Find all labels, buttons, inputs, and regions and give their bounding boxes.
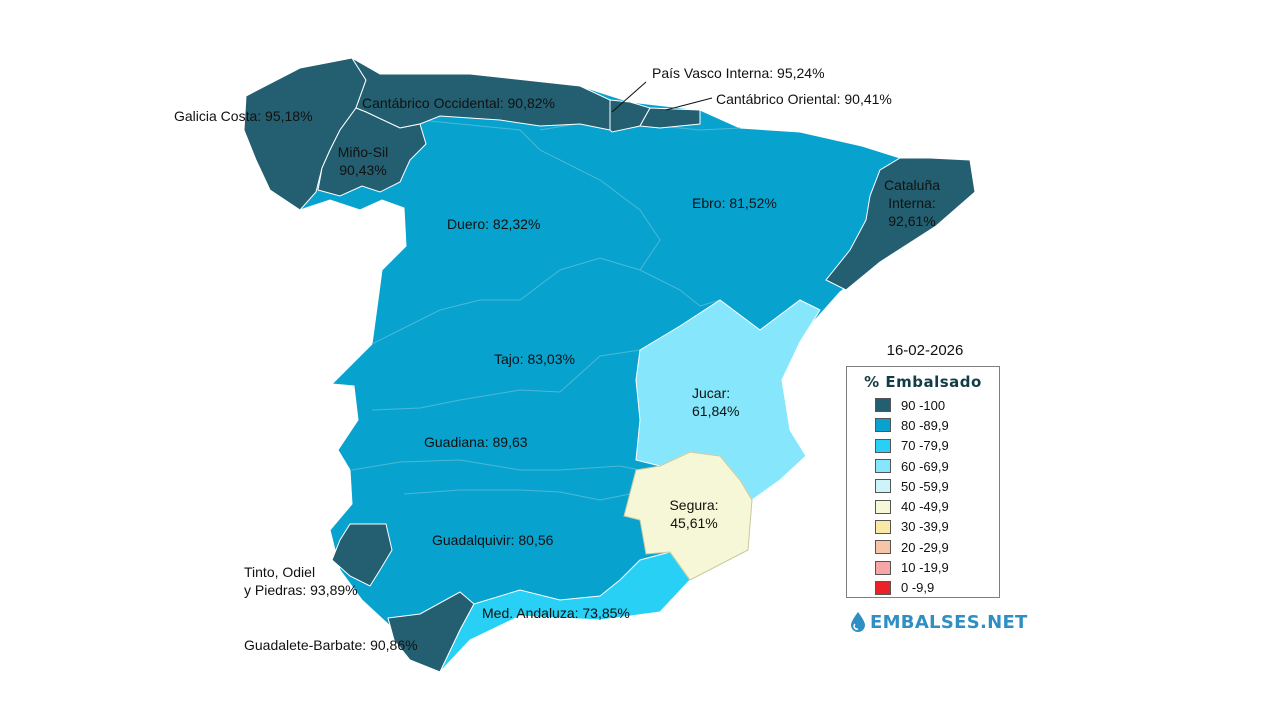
legend-item: 50 -59,9 — [875, 476, 999, 496]
label-segura: Segura: 45,61% — [662, 496, 726, 532]
legend-item: 70 -79,9 — [875, 436, 999, 456]
legend-item: 30 -39,9 — [875, 517, 999, 537]
basin-cantabrico-oriental — [639, 107, 701, 129]
legend-swatch — [875, 459, 891, 474]
legend-swatch — [875, 580, 891, 595]
label-med-andaluza: Med. Andaluza: 73,85% — [482, 605, 630, 621]
basin-mino-sil — [317, 107, 427, 197]
legend-label: 70 -79,9 — [901, 438, 949, 454]
legend-swatch — [875, 560, 891, 575]
label-cataluna-interna: Cataluña Interna: 92,61% — [868, 176, 956, 230]
label-ebro: Ebro: 81,52% — [692, 195, 777, 211]
label-cantabrico-occidental: Cantábrico Occidental: 90,82% — [362, 95, 555, 111]
legend-swatch — [875, 418, 891, 433]
label-guadalete-barbate: Guadalete-Barbate: 90,86% — [244, 637, 418, 653]
legend-label: 40 -49,9 — [901, 499, 949, 515]
tinto-line-2: y Piedras: 93,89% — [244, 582, 358, 598]
jucar-value: 61,84% — [692, 403, 740, 419]
tinto-line-1: Tinto, Odiel — [244, 564, 316, 580]
legend: % Embalsado 90 -100 80 -89,9 70 -79,9 60 -6… — [846, 366, 1000, 598]
legend-swatch — [875, 519, 891, 534]
map-date: 16-02-2026 — [886, 342, 964, 359]
legend-swatch — [875, 438, 891, 453]
label-duero: Duero: 82,32% — [447, 216, 541, 232]
legend-swatch — [875, 540, 891, 555]
cataluna-name-1: Cataluña — [883, 177, 941, 193]
label-guadalquivir: Guadalquivir: 80,56 — [432, 532, 554, 548]
leader-lines — [611, 81, 713, 113]
legend-swatch — [875, 499, 891, 514]
label-pais-vasco-interna: País Vasco Interna: 95,24% — [652, 65, 825, 81]
legend-label: 10 -19,9 — [901, 560, 949, 576]
legend-label: 20 -29,9 — [901, 539, 949, 555]
basin-jucar — [635, 299, 821, 501]
mino-sil-value: 90,43% — [339, 162, 387, 178]
basin-cataluna-interna — [825, 157, 976, 291]
cataluna-value: 92,61% — [888, 213, 936, 229]
label-jucar: Jucar: 61,84% — [692, 384, 739, 420]
brand-logo: EMBALSES.NET — [850, 608, 1028, 636]
basin-tinto-odiel-piedras — [331, 523, 393, 587]
jucar-name: Jucar: — [692, 385, 731, 401]
legend-item: 80 -89,9 — [875, 415, 999, 435]
segura-name: Segura: — [669, 497, 719, 513]
cataluna-name-2: Interna: — [888, 195, 936, 211]
legend-swatch — [875, 479, 891, 494]
brand-name: EMBALSES.NET — [870, 611, 1028, 633]
legend-label: 30 -39,9 — [901, 519, 949, 535]
legend-item: 10 -19,9 — [875, 557, 999, 577]
legend-title: % Embalsado — [864, 373, 982, 391]
legend-label: 90 -100 — [901, 397, 946, 413]
legend-label: 50 -59,9 — [901, 478, 949, 494]
legend-item: 20 -29,9 — [875, 537, 999, 557]
mino-sil-name: Miño-Sil — [337, 144, 389, 160]
legend-swatch — [875, 398, 891, 413]
label-tinto-odiel-piedras: Tinto, Odiel y Piedras: 93,89% — [244, 563, 358, 599]
legend-label: 0 -9,9 — [901, 580, 935, 596]
segura-value: 45,61% — [670, 515, 718, 531]
legend-item: 90 -100 — [875, 395, 999, 415]
legend-item: 0 -9,9 — [875, 578, 999, 598]
label-guadiana: Guadiana: 89,63 — [424, 434, 528, 450]
label-tajo: Tajo: 83,03% — [494, 351, 575, 367]
legend-label: 60 -69,9 — [901, 458, 949, 474]
label-cantabrico-oriental: Cantábrico Oriental: 90,41% — [716, 91, 892, 107]
legend-item: 40 -49,9 — [875, 496, 999, 516]
label-galicia-costa: Galicia Costa: 95,18% — [174, 108, 313, 124]
legend-label: 80 -89,9 — [901, 417, 949, 433]
basin-segura — [623, 451, 753, 581]
water-drop-icon — [851, 612, 865, 632]
legend-item: 60 -69,9 — [875, 456, 999, 476]
label-mino-sil: Miño-Sil 90,43% — [326, 143, 400, 179]
legend-list: 90 -100 80 -89,9 70 -79,9 60 -69,9 50 -59,9 4… — [875, 395, 999, 598]
